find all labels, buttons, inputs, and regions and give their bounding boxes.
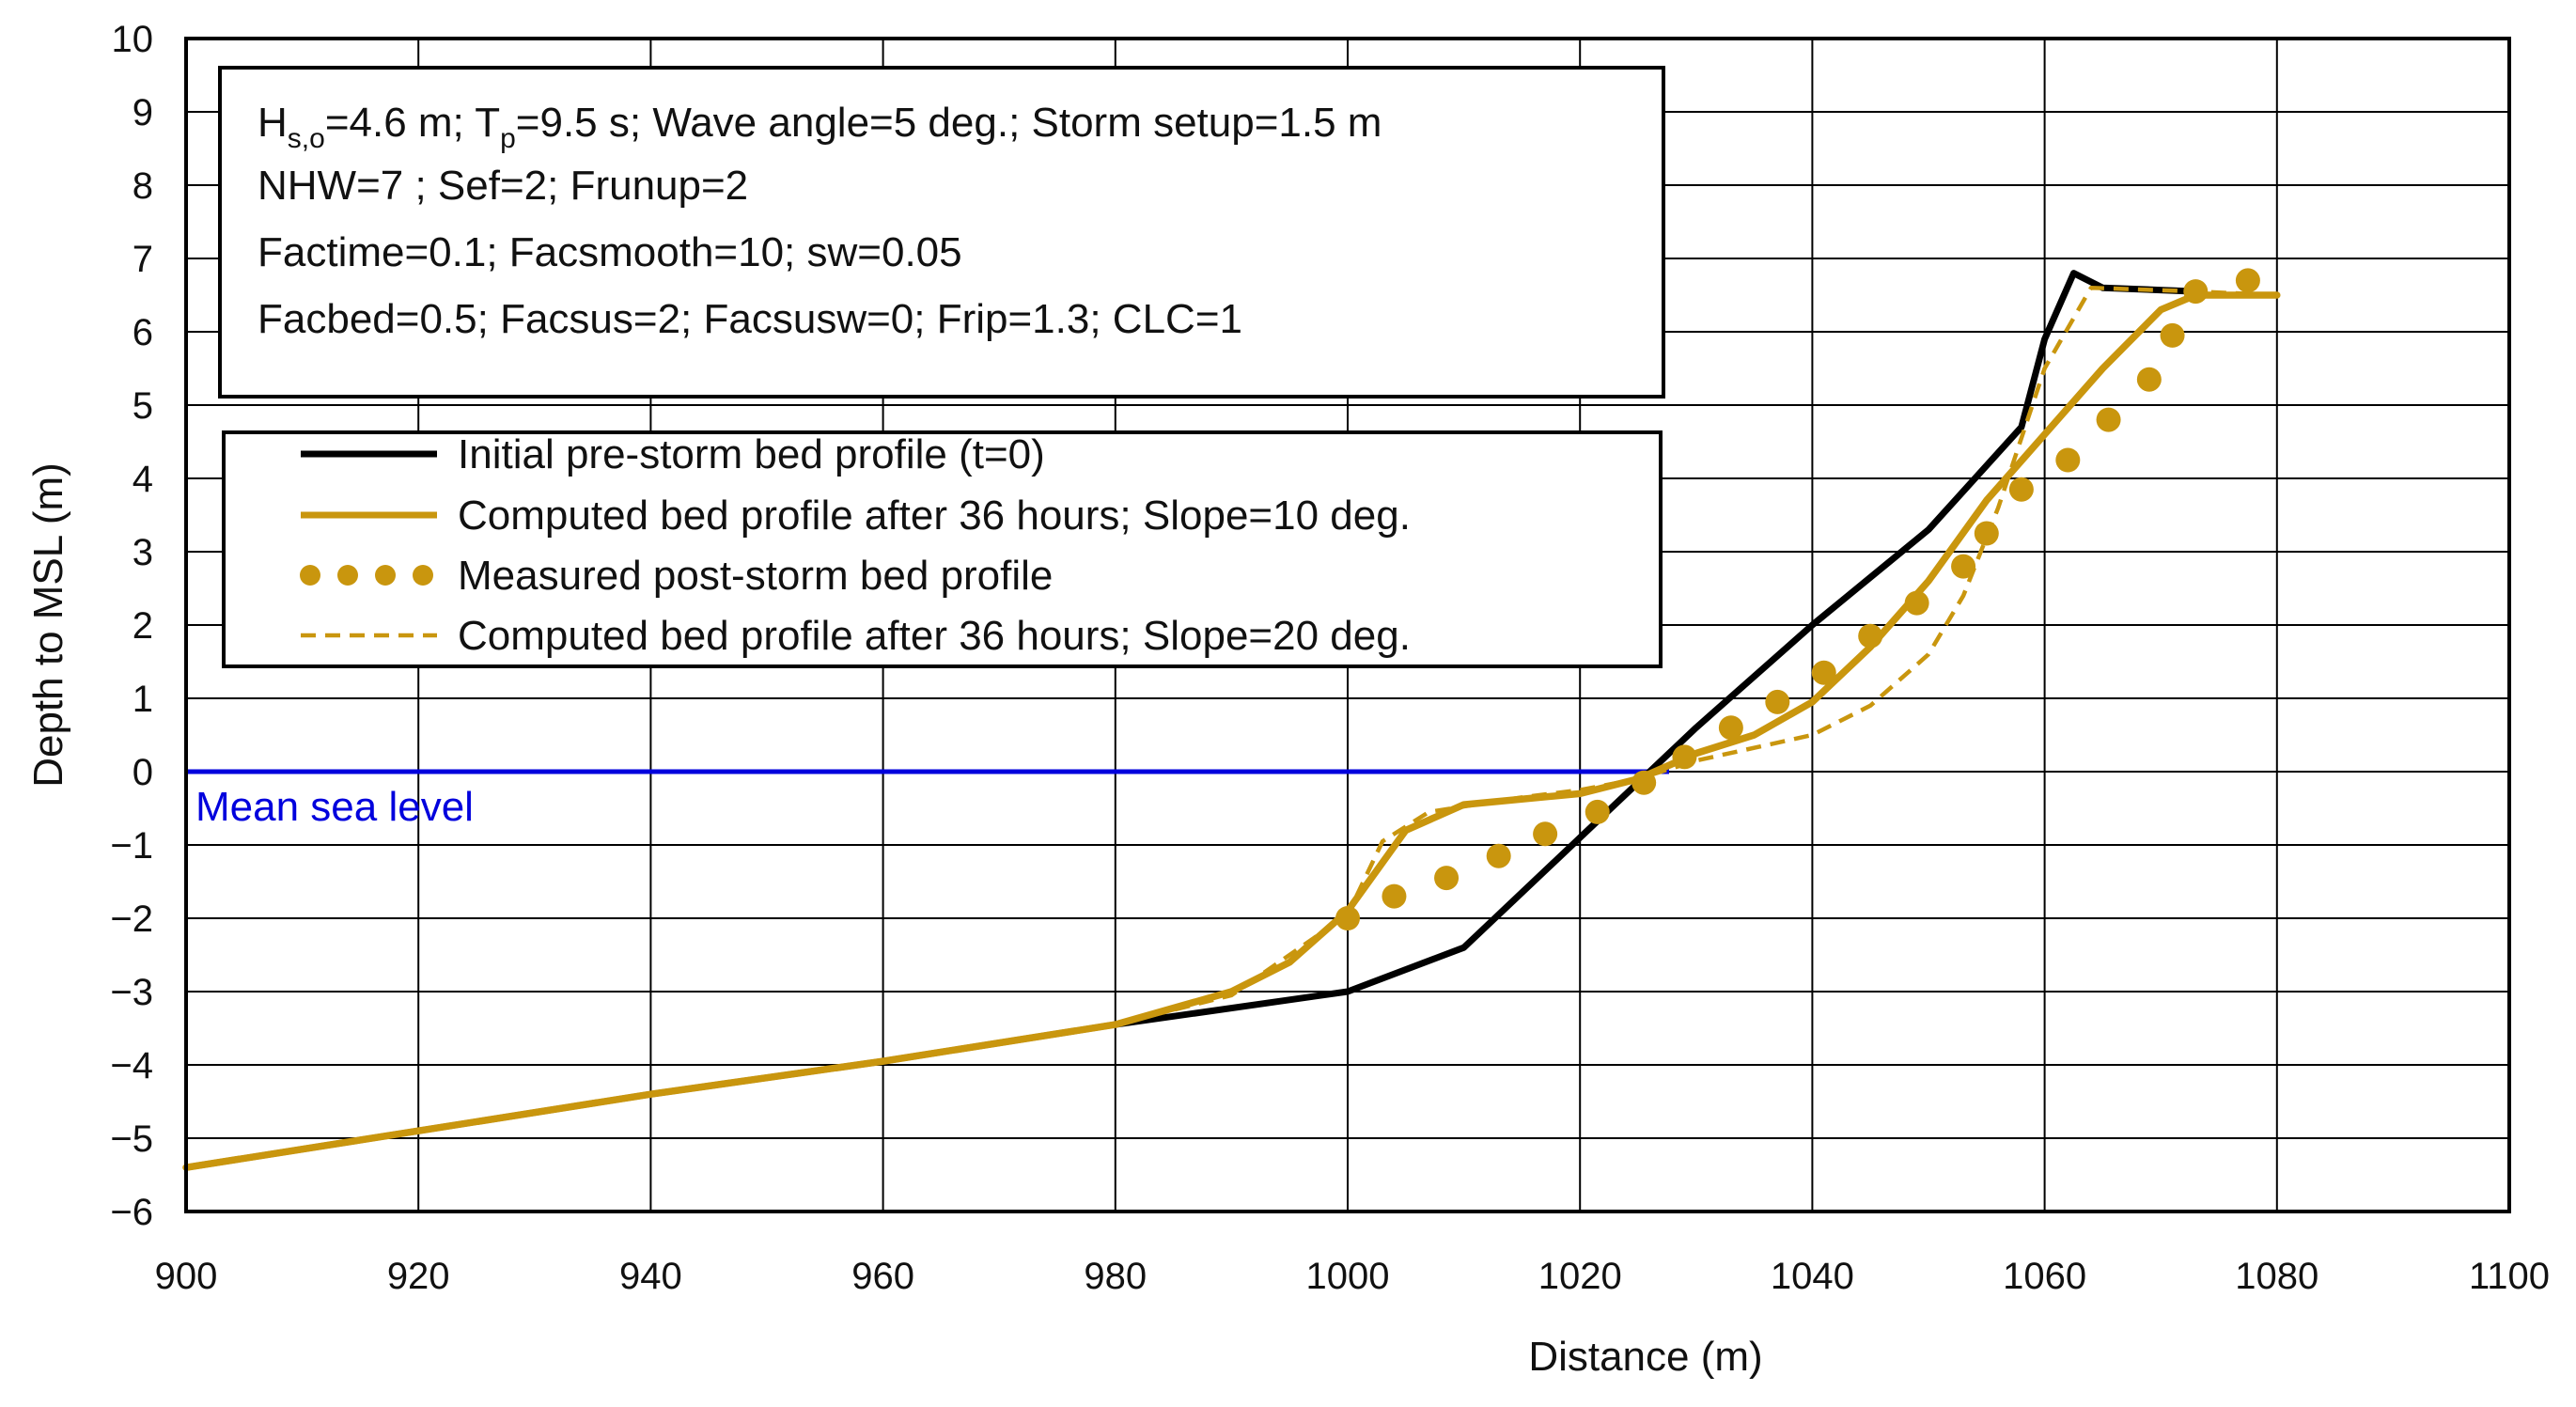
x-tick-labels: 900 920 940 960 980 1000 1020 1040 1060 1080 1100: [155, 1256, 2550, 1297]
x-tick-label: 900: [155, 1256, 218, 1297]
x-tick-label: 1000: [1306, 1256, 1390, 1297]
measured-point: [1382, 883, 1407, 909]
legend-frame: [222, 430, 1663, 668]
legend-dot-marker: [375, 565, 396, 586]
measured-point: [1631, 770, 1657, 795]
y-axis-title: Depth to MSL (m): [25, 462, 71, 788]
x-tick-label: 960: [851, 1256, 914, 1297]
legend-dot-marker: [337, 565, 358, 586]
legend: Initial pre-storm bed profile (t=0) Compu…: [222, 430, 1663, 668]
measured-point: [2136, 367, 2162, 392]
parameters-box: Hs,o=4.6 m; Tp=9.5 s; Wave angle=5 deg.;…: [218, 66, 1665, 399]
measured-point: [2160, 322, 2185, 348]
legend-dot-marker: [300, 565, 320, 586]
y-tick-label: −3: [110, 972, 153, 1013]
legend-measured-post-storm-bed-profile-label: Measured post-storm bed profile: [458, 553, 1053, 599]
x-tick-label: 1060: [2003, 1256, 2086, 1297]
legend-initial-pre-storm-bed-profile-t-0-label: Initial pre-storm bed profile (t=0): [458, 431, 1045, 477]
measured-point: [1811, 660, 1836, 685]
measured-point: [1765, 689, 1790, 714]
measured-point: [1718, 715, 1743, 741]
mean-sea-level: Mean sea level: [186, 769, 1669, 830]
y-tick-label: 10: [112, 19, 154, 60]
measured-point: [1974, 521, 1999, 546]
measured-point: [1585, 799, 1610, 824]
y-tick-label: −1: [110, 825, 153, 867]
y-tick-label: 7: [133, 239, 153, 280]
x-tick-label: 920: [387, 1256, 450, 1297]
x-tick-label: 1100: [2469, 1256, 2550, 1297]
y-tick-label: 5: [133, 385, 153, 427]
wave-height-symbol: H: [258, 100, 288, 146]
y-tick-label: 2: [133, 605, 153, 647]
measured-point: [1335, 906, 1360, 930]
legend-items: Initial pre-storm bed profile (t=0) Compu…: [300, 431, 1411, 659]
series-computed-bed-profile-after-36-hours-slope-20-deg: [185, 285, 2277, 1170]
parameters-box-frame: [218, 66, 1665, 399]
x-tick-label: 1080: [2235, 1256, 2318, 1297]
wave-height-value: =4.6 m; T: [325, 100, 500, 146]
measured-point: [1858, 623, 1883, 649]
x-tick-label: 980: [1084, 1256, 1147, 1297]
measured-point: [2183, 279, 2209, 305]
y-tick-label: 9: [133, 92, 153, 133]
series-layer: [182, 268, 2281, 1171]
measured-point: [2235, 268, 2260, 293]
y-tick-label: −2: [110, 899, 153, 940]
x-tick-label: 1020: [1538, 1256, 1622, 1297]
x-axis-title: Distance (m): [1528, 1334, 1762, 1380]
parameters-line-3: Factime=0.1; Facsmooth=10; sw=0.05: [258, 229, 962, 275]
wave-period-rest: =9.5 s; Wave angle=5 deg.; Storm setup=1…: [516, 100, 1382, 146]
parameters-line-2: NHW=7 ; Sef=2; Frunup=2: [258, 163, 748, 209]
plot-frame: [184, 37, 2511, 1213]
y-tick-label: −4: [110, 1045, 153, 1087]
y-tick-label: 0: [133, 752, 153, 793]
wave-period-subscript: p: [500, 123, 516, 154]
measured-point: [2008, 477, 2034, 502]
legend-computed-bed-profile-after-36-hours-slope-20-deg-label: Computed bed profile after 36 hours; Slo…: [458, 613, 1411, 659]
y-tick-label: 8: [133, 165, 153, 207]
y-tick-label: 3: [133, 532, 153, 573]
mean-sea-level-label: Mean sea level: [195, 784, 474, 830]
measured-point: [1951, 554, 1976, 579]
y-tick-label: 6: [133, 312, 153, 353]
legend-computed-bed-profile-after-36-hours-slope-10-deg-label: Computed bed profile after 36 hours; Slo…: [458, 492, 1411, 539]
x-tick-label: 1040: [1771, 1256, 1854, 1297]
parameters-line-1: Hs,o=4.6 m; Tp=9.5 s; Wave angle=5 deg.;…: [258, 100, 1382, 154]
measured-point: [1434, 866, 1460, 891]
measured-point: [2055, 447, 2081, 473]
measured-point: [2096, 407, 2121, 432]
legend-dot-marker: [413, 565, 433, 586]
y-tick-label: −5: [110, 1118, 153, 1160]
measured-point: [1904, 590, 1929, 616]
measured-point: [1533, 821, 1558, 847]
measured-point: [1672, 744, 1697, 770]
measured-point: [1486, 843, 1511, 868]
y-tick-label: −6: [110, 1192, 153, 1233]
x-tick-label: 940: [619, 1256, 682, 1297]
wave-height-subscript: s,o: [288, 123, 325, 154]
parameters-line-4: Facbed=0.5; Facsus=2; Facsusw=0; Frip=1.…: [258, 296, 1242, 342]
y-tick-label: 1: [133, 679, 153, 720]
y-tick-label: 4: [133, 459, 153, 500]
